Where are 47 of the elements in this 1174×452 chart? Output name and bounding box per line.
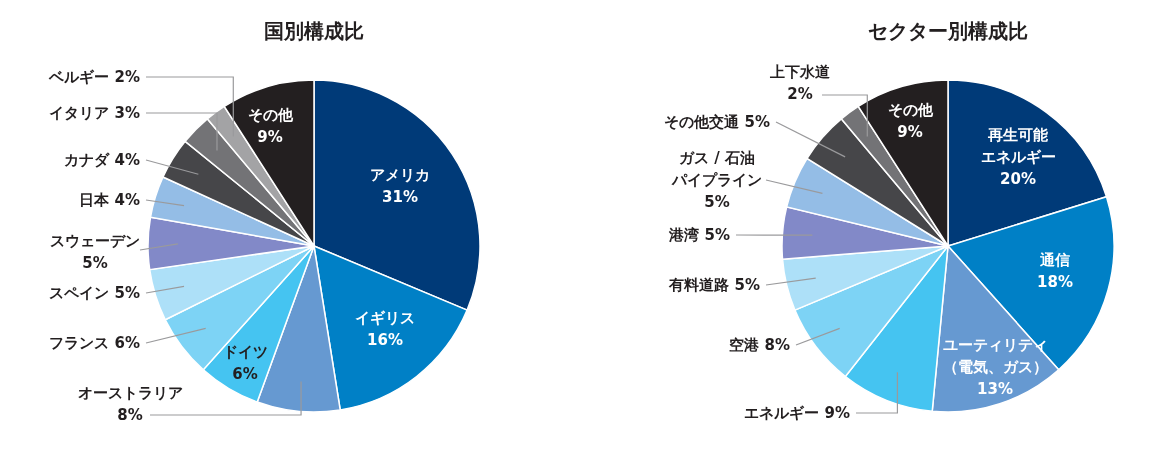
data-label: 2% (787, 84, 813, 103)
data-label: 8% (117, 405, 143, 424)
slice-label: 港湾 (667, 225, 699, 244)
chart-title: 国別構成比 (264, 19, 364, 43)
data-label: 5% (704, 192, 730, 211)
chart-title: セクター別構成比 (868, 19, 1028, 43)
data-label: 2% (114, 67, 140, 86)
data-label: 9% (824, 403, 850, 422)
data-label: 20% (1000, 169, 1036, 188)
slice-label: ドイツ (222, 342, 268, 361)
data-label: 4% (114, 150, 140, 169)
slice-label: その他 (247, 105, 294, 124)
slice-label: 日本 (78, 190, 110, 209)
data-label: 13% (977, 379, 1013, 398)
slice-label: イギリス (355, 308, 415, 327)
data-label: 5% (114, 283, 140, 302)
slice-label: その他交通 (663, 112, 740, 131)
slice-label: スペイン (48, 283, 109, 302)
data-label: 8% (764, 335, 790, 354)
slice-label: 再生可能エネルギー (980, 125, 1056, 166)
slice-label: オーストラリア (77, 383, 183, 402)
data-label: 3% (114, 103, 140, 122)
data-label: 31% (382, 187, 418, 206)
slice-label: 空港 (728, 335, 760, 354)
slice-label: ガス / 石油パイプライン (671, 148, 762, 189)
data-label: 6% (232, 364, 258, 383)
data-label: 6% (114, 333, 140, 352)
data-label: 5% (704, 225, 730, 244)
slice-label: エネルギー (743, 403, 819, 422)
slice-label: その他 (887, 100, 934, 119)
slice-label: ベルギー (47, 67, 109, 86)
slice-label: フランス (48, 333, 109, 352)
slice-label: スウェーデン (50, 231, 140, 250)
slice-label: 上下水道 (769, 62, 831, 81)
data-label: 9% (257, 127, 283, 146)
slice-label: 通信 (1039, 250, 1070, 269)
slice-label: アメリカ (370, 165, 430, 184)
data-label: 16% (367, 330, 403, 349)
data-label: 5% (82, 253, 108, 272)
data-label: 4% (114, 190, 140, 209)
data-label: 5% (744, 112, 770, 131)
slice-label: カナダ (63, 150, 110, 169)
slice-label: イタリア (48, 103, 109, 122)
data-label: 5% (734, 275, 760, 294)
data-label: 18% (1037, 272, 1073, 291)
slice-label: 有料道路 (667, 275, 729, 294)
data-label: 9% (897, 122, 923, 141)
